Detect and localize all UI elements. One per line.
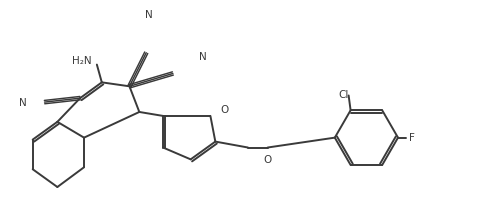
Text: H₂N: H₂N <box>72 56 92 66</box>
Text: O: O <box>264 155 272 165</box>
Text: N: N <box>145 10 153 20</box>
Text: N: N <box>19 98 27 108</box>
Text: F: F <box>409 133 415 143</box>
Text: N: N <box>198 52 206 62</box>
Text: O: O <box>220 105 228 115</box>
Text: Cl: Cl <box>338 90 349 101</box>
